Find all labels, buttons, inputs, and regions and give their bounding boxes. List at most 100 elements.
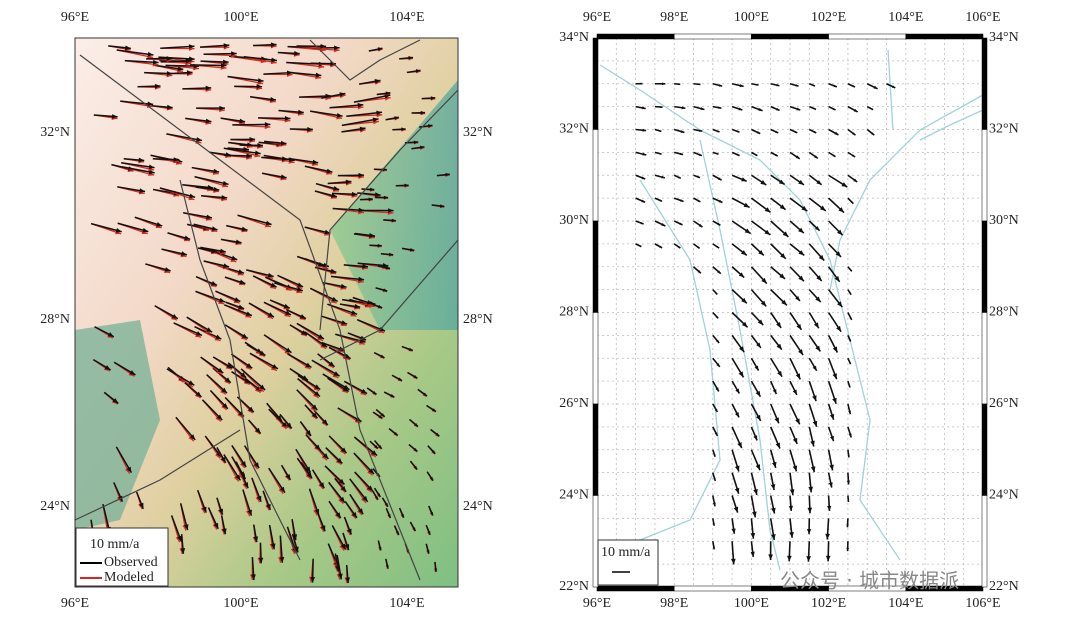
arrow-head bbox=[340, 485, 347, 492]
arrow-head bbox=[331, 193, 337, 198]
arrow-head bbox=[367, 485, 373, 492]
arrow-head bbox=[384, 93, 391, 99]
arrow-head bbox=[318, 261, 325, 267]
arrow-head bbox=[372, 391, 377, 395]
arrow-head bbox=[852, 84, 855, 87]
arrow-head bbox=[282, 156, 288, 162]
arrow-head bbox=[756, 342, 761, 348]
arrow-head bbox=[697, 199, 701, 202]
arrow-head bbox=[258, 386, 264, 392]
arrow-head bbox=[832, 346, 838, 353]
x-tick-label: 102°E bbox=[811, 596, 846, 611]
arrow-head bbox=[368, 197, 373, 201]
arrow-head bbox=[344, 353, 351, 359]
arrow-head bbox=[243, 482, 249, 489]
frame-bar bbox=[905, 33, 984, 40]
arrow-head bbox=[776, 107, 780, 111]
arrow-head bbox=[426, 550, 430, 554]
arrow-head bbox=[813, 130, 817, 133]
arrow-head bbox=[301, 330, 308, 335]
arrow-head bbox=[244, 378, 251, 384]
arrow-head bbox=[255, 427, 261, 434]
arrow-head bbox=[815, 296, 821, 303]
arrow-head bbox=[254, 150, 261, 156]
arrow-head bbox=[764, 229, 771, 235]
arrow-shaft bbox=[190, 64, 227, 67]
arrow-shaft bbox=[243, 56, 278, 62]
arrow-head bbox=[712, 502, 716, 507]
legend-box bbox=[597, 539, 659, 586]
arrow-head bbox=[266, 503, 271, 510]
arrow-shaft bbox=[346, 111, 383, 117]
arrow-head bbox=[186, 70, 193, 75]
arrow-head bbox=[789, 489, 795, 496]
arrow-shaft bbox=[121, 161, 155, 169]
arrow-head bbox=[142, 227, 149, 233]
arrow-head bbox=[798, 179, 804, 185]
x-tick-label: 96°E bbox=[583, 596, 611, 611]
arrow-shaft bbox=[287, 71, 322, 77]
y-tick-label: 22°N bbox=[989, 579, 1019, 594]
arrow-head bbox=[796, 323, 802, 330]
x-tick-label: 104°E bbox=[888, 10, 923, 25]
arrow-head bbox=[237, 412, 243, 418]
arrow-head bbox=[231, 255, 238, 261]
arrow-head bbox=[335, 512, 341, 519]
arrow-head bbox=[351, 511, 357, 518]
arrow-head bbox=[317, 334, 324, 339]
arrow-head bbox=[357, 102, 364, 108]
arrow-head bbox=[700, 107, 705, 111]
arrow-head bbox=[734, 412, 739, 418]
arrow-head bbox=[223, 43, 230, 48]
arrow-head bbox=[641, 199, 646, 203]
arrow-head bbox=[735, 388, 740, 394]
arrow-head bbox=[306, 472, 313, 479]
arrow-head bbox=[195, 391, 202, 397]
arrow-head bbox=[147, 51, 154, 57]
y-tick-label: 24°N bbox=[559, 488, 589, 503]
arrow-shaft bbox=[116, 49, 154, 56]
arrow-shaft bbox=[160, 45, 195, 50]
arrow-head bbox=[351, 191, 358, 197]
arrow-head bbox=[829, 464, 834, 471]
arrow-head bbox=[836, 325, 842, 332]
arrow-head bbox=[283, 303, 290, 309]
arrow-head bbox=[358, 276, 365, 282]
arrow-head bbox=[849, 269, 852, 272]
arrow-head bbox=[829, 413, 835, 420]
arrow-head bbox=[235, 239, 242, 245]
arrow-head bbox=[806, 528, 812, 535]
arrow-head bbox=[264, 122, 271, 127]
arrow-head bbox=[712, 523, 715, 526]
arrow-head bbox=[679, 222, 683, 225]
arrow-head bbox=[779, 204, 786, 210]
arrow-head bbox=[814, 155, 818, 159]
arrow-head bbox=[737, 442, 742, 449]
arrow-head bbox=[369, 233, 375, 238]
arrow-head bbox=[661, 222, 666, 226]
arrow-head bbox=[744, 228, 751, 234]
frame-bar bbox=[592, 403, 599, 496]
arrow-head bbox=[268, 312, 274, 318]
arrow-head bbox=[312, 159, 319, 165]
arrow-head bbox=[330, 268, 337, 274]
x-tick-label: 104°E bbox=[389, 10, 424, 25]
arrow-head bbox=[846, 547, 850, 552]
arrow-head bbox=[385, 266, 391, 270]
arrow-head bbox=[256, 495, 262, 502]
arrow-head bbox=[314, 444, 321, 451]
arrow-head bbox=[314, 384, 321, 390]
legend-scale: 10 mm/a bbox=[601, 545, 651, 560]
arrow-head bbox=[731, 528, 736, 534]
arrow-head bbox=[423, 392, 428, 397]
arrow-head bbox=[733, 506, 739, 513]
arrow-head bbox=[104, 365, 111, 370]
arrow-head bbox=[246, 153, 252, 159]
arrow-head bbox=[310, 405, 316, 412]
arrow-head bbox=[241, 461, 247, 468]
arrow-head bbox=[394, 116, 399, 120]
arrow-head bbox=[383, 195, 389, 200]
arrow-head bbox=[428, 124, 433, 128]
arrow-head bbox=[772, 389, 777, 395]
arrow-head bbox=[378, 445, 382, 449]
